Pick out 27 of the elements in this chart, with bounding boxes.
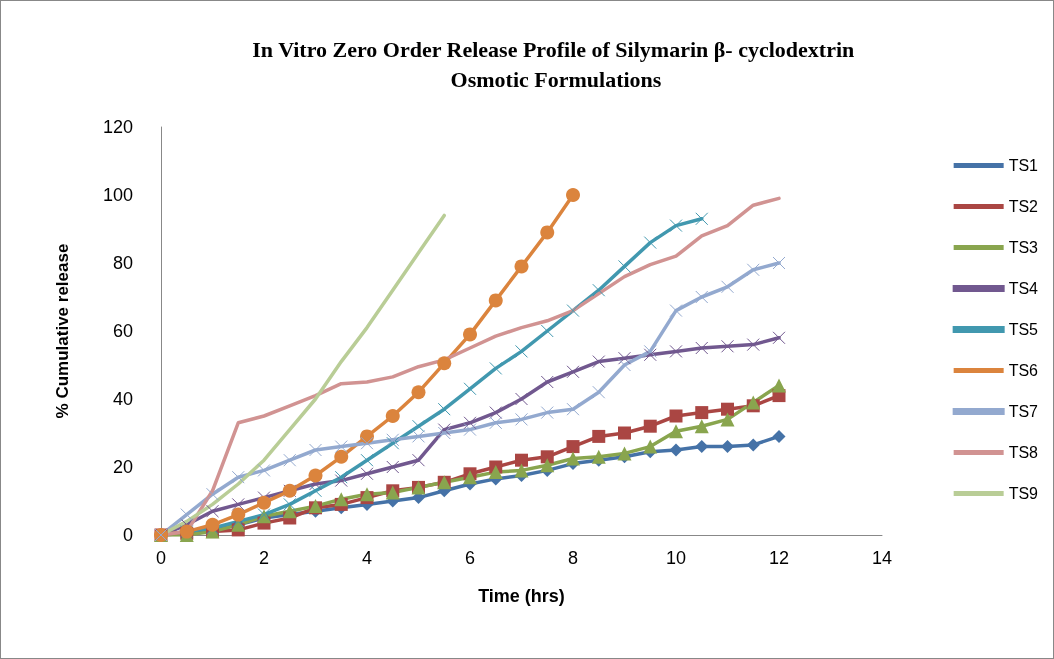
x-tick-label: 4 [361, 548, 373, 568]
legend-label: TS8 [1008, 444, 1039, 461]
y-tick-label: 0 [122, 525, 133, 545]
x-tick-label: 8 [567, 548, 579, 568]
x-tick-label: 12 [768, 548, 790, 568]
legend-label: TS2 [1008, 198, 1039, 215]
y-tick-label: 80 [112, 253, 133, 273]
legend-label: TS1 [1008, 157, 1039, 174]
chart-title: In Vitro Zero Order Release Profile of Silymarin β- cyclodextrin Osmotic Formulations [252, 36, 860, 92]
legend-label: TS6 [1008, 362, 1039, 379]
x-tick-label: 0 [155, 548, 167, 568]
x-tick-label: 10 [665, 548, 687, 568]
x-tick-label: 2 [258, 548, 270, 568]
x-tick-label: 6 [464, 548, 476, 568]
y-axis-title: % Cumulative release [53, 243, 72, 419]
x-tick-label: 14 [871, 548, 893, 568]
legend-label: TS3 [1008, 239, 1039, 256]
y-tick-label: 20 [112, 457, 133, 477]
legend-label: TS7 [1008, 403, 1039, 420]
y-tick-label: 60 [112, 321, 133, 341]
y-tick-label: 100 [102, 185, 133, 205]
legend-label: TS9 [1008, 485, 1039, 502]
y-tick-label: 40 [112, 389, 133, 409]
legend-label: TS4 [1008, 280, 1039, 297]
legend-label: TS5 [1008, 321, 1039, 338]
x-axis-title: Time (hrs) [478, 586, 565, 606]
y-tick-label: 120 [102, 117, 133, 137]
